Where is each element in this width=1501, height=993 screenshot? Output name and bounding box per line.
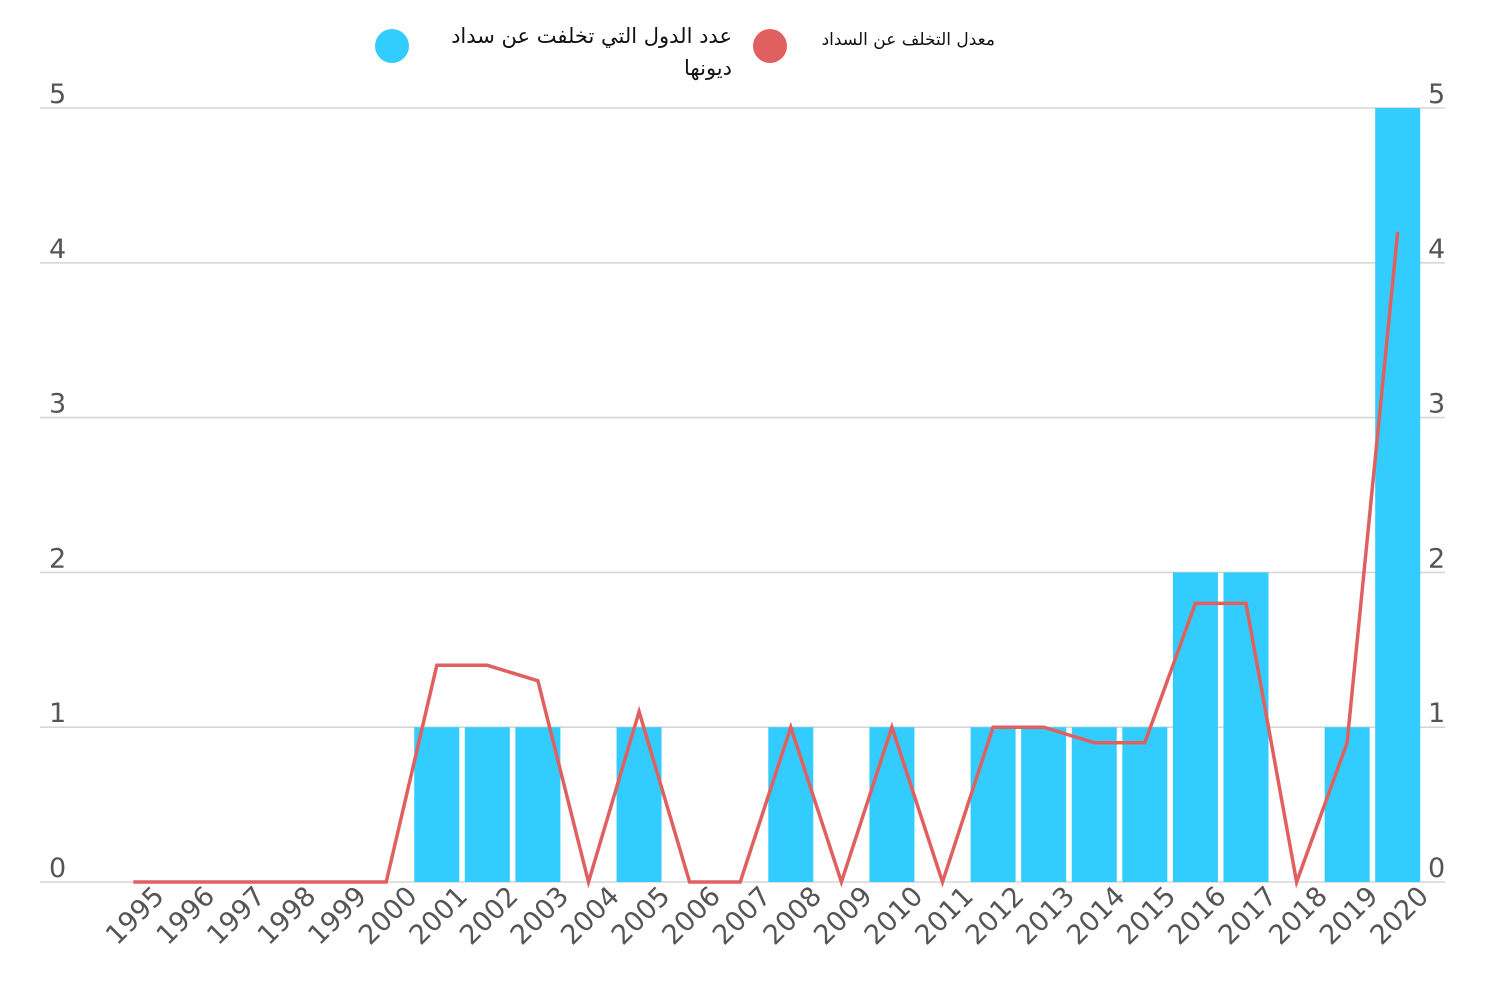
x-tick-label-2007: 2007: [707, 881, 778, 952]
bar-2019: [1324, 727, 1370, 882]
x-tick-label-1998: 1998: [252, 881, 323, 952]
bar-2003: [515, 727, 561, 882]
x-tick-label-1999: 1999: [302, 881, 373, 952]
right-axis-tick-label: 5: [1428, 79, 1445, 110]
x-tick-label-2009: 2009: [808, 881, 879, 952]
legend-marker-default-rate: [753, 29, 787, 63]
x-tick-label-2004: 2004: [555, 881, 626, 952]
legend: [375, 29, 787, 63]
bar-2005: [616, 727, 662, 882]
bar-2001: [414, 727, 460, 882]
x-tick-label-1997: 1997: [201, 881, 272, 952]
x-tick-label-1996: 1996: [151, 881, 222, 952]
bars: [414, 108, 1421, 882]
x-tick-label-2006: 2006: [656, 881, 727, 952]
x-tick-label-2002: 2002: [454, 881, 525, 952]
right-axis-tick-label: 0: [1428, 853, 1445, 884]
right-axis-tick-label: 4: [1428, 234, 1445, 265]
x-tick-label-2010: 2010: [859, 881, 930, 952]
bar-2013: [1021, 727, 1067, 882]
x-tick-label-2015: 2015: [1112, 881, 1183, 952]
x-tick-label-2020: 2020: [1364, 881, 1435, 952]
legend-marker-countries-defaulted: [375, 29, 409, 63]
left-axis-tick-label: 1: [49, 698, 66, 729]
x-tick-label-2017: 2017: [1213, 881, 1284, 952]
legend-label-default-rate: معدل التخلف عن السداد: [821, 30, 995, 50]
bar-2015: [1122, 727, 1168, 882]
x-tick-label-2005: 2005: [606, 881, 677, 952]
right-axis-tick-label: 2: [1428, 543, 1445, 574]
x-tick-label-2000: 2000: [353, 881, 424, 952]
x-tick-label-2019: 2019: [1314, 881, 1385, 952]
left-axis-tick-label: 4: [49, 234, 66, 265]
default-rate-line: [133, 231, 1400, 889]
x-tick-label-2012: 2012: [960, 881, 1031, 952]
left-axis-tick-label: 2: [49, 543, 66, 574]
bar-2002: [464, 727, 510, 882]
x-tick-label-2008: 2008: [758, 881, 829, 952]
bar-2020: [1375, 108, 1421, 882]
x-tick-label-2014: 2014: [1061, 881, 1132, 952]
x-tick-label-2016: 2016: [1162, 881, 1233, 952]
legend-label-countries-defaulted: عدد الدول التي تخلفت عن سداد ديونها: [451, 24, 732, 80]
bar-2014: [1071, 727, 1117, 882]
x-tick-label-1995: 1995: [100, 881, 171, 952]
bar-2017: [1223, 572, 1269, 882]
bar-2012: [970, 727, 1016, 882]
x-tick-label-2011: 2011: [909, 881, 980, 952]
x-tick-label-2018: 2018: [1263, 881, 1334, 952]
x-tick-label-2013: 2013: [1010, 881, 1081, 952]
bar-2010: [869, 727, 915, 882]
bar-2016: [1172, 572, 1218, 882]
right-axis-tick-label: 3: [1428, 389, 1445, 420]
right-axis-tick-label: 1: [1428, 698, 1445, 729]
left-axis-tick-label: 3: [49, 389, 66, 420]
x-tick-label-2001: 2001: [403, 881, 474, 952]
left-axis-tick-label: 5: [49, 79, 66, 110]
default-rate-line-series: [133, 231, 1400, 889]
bar-2008: [768, 727, 814, 882]
left-axis-tick-label: 0: [49, 853, 66, 884]
x-tick-label-2003: 2003: [505, 881, 576, 952]
